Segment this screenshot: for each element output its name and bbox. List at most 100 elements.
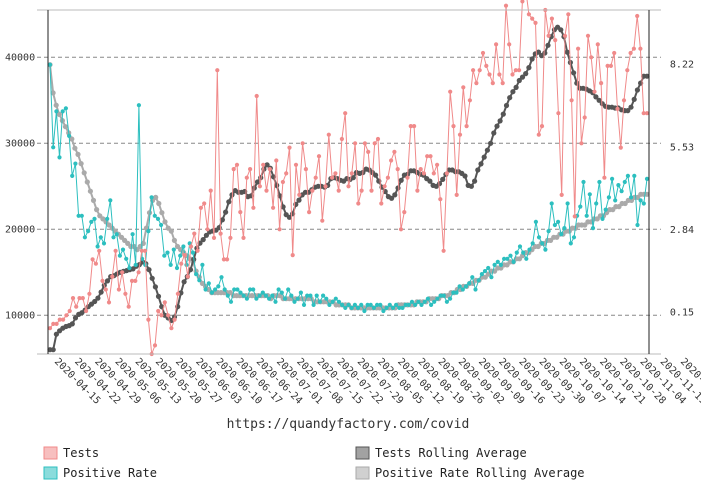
data-point	[87, 291, 92, 296]
data-point	[171, 247, 176, 252]
data-point	[356, 201, 361, 206]
data-point	[526, 65, 532, 71]
data-point	[202, 201, 207, 206]
data-point	[625, 173, 631, 178]
data-point	[208, 188, 213, 193]
data-point	[203, 232, 209, 238]
data-point	[349, 171, 354, 176]
data-point	[585, 33, 591, 38]
data-point	[600, 216, 605, 221]
data-point	[244, 296, 249, 301]
data-point	[638, 198, 643, 203]
data-point	[644, 111, 650, 116]
data-point	[435, 296, 440, 301]
data-point	[516, 77, 522, 84]
data-point	[126, 304, 131, 309]
data-point	[422, 299, 427, 304]
data-point	[429, 302, 434, 307]
data-point	[412, 124, 417, 129]
data-point	[519, 74, 526, 80]
data-point	[507, 95, 513, 101]
data-point	[536, 132, 541, 137]
data-point	[54, 109, 59, 114]
data-point	[606, 195, 612, 200]
data-point	[113, 248, 118, 253]
data-point	[590, 226, 596, 231]
data-point	[307, 210, 312, 215]
data-point	[79, 213, 84, 218]
data-point	[60, 109, 65, 114]
data-point	[635, 222, 640, 228]
data-point	[494, 42, 499, 47]
data-point	[313, 175, 318, 180]
data-point	[460, 287, 465, 292]
data-point	[69, 321, 75, 327]
data-point	[218, 231, 223, 236]
data-point	[168, 262, 173, 267]
data-point	[559, 232, 564, 237]
data-point	[462, 173, 468, 179]
data-point	[149, 275, 155, 281]
data-point	[257, 293, 262, 298]
data-point	[638, 46, 643, 51]
data-point	[244, 175, 249, 180]
data-point	[261, 162, 266, 167]
data-point	[385, 175, 390, 180]
data-point	[428, 154, 433, 159]
data-point	[523, 71, 529, 77]
data-point	[392, 192, 398, 198]
data-point	[72, 145, 78, 151]
data-point	[110, 274, 115, 279]
data-point	[78, 161, 84, 167]
data-point	[473, 287, 478, 292]
data-point	[182, 253, 187, 258]
data-point	[527, 247, 532, 252]
data-point	[582, 115, 587, 120]
data-point	[69, 136, 75, 142]
y-right-tick-label: 8.22	[670, 60, 694, 71]
data-point	[114, 232, 119, 237]
data-point	[333, 171, 338, 176]
data-point	[77, 296, 82, 301]
legend-label: Tests	[63, 446, 99, 460]
data-point	[603, 207, 608, 212]
data-point	[225, 257, 230, 262]
data-point	[228, 299, 234, 304]
data-point	[219, 275, 224, 280]
data-point	[346, 184, 351, 189]
data-point	[530, 241, 535, 246]
data-point	[517, 68, 522, 73]
data-point	[343, 111, 348, 116]
data-point	[254, 93, 259, 99]
data-point	[533, 20, 538, 25]
data-point	[599, 81, 604, 86]
data-point	[405, 175, 410, 180]
data-point	[231, 167, 236, 172]
data-point	[195, 248, 200, 253]
data-point	[644, 73, 650, 79]
data-point	[301, 302, 307, 307]
data-point	[146, 267, 152, 273]
data-point	[47, 62, 53, 67]
data-point	[149, 195, 154, 200]
data-point	[621, 98, 627, 103]
data-point	[418, 167, 423, 172]
data-point	[470, 275, 475, 280]
data-point	[86, 229, 91, 234]
data-point	[463, 284, 469, 289]
data-point	[565, 201, 570, 206]
data-point	[634, 87, 641, 93]
legend-swatch	[355, 446, 370, 460]
data-point	[81, 170, 87, 176]
data-point	[324, 296, 329, 301]
data-point	[382, 184, 387, 189]
data-point	[521, 250, 526, 255]
data-point	[87, 188, 93, 194]
data-point	[569, 98, 574, 103]
data-point	[435, 162, 440, 167]
data-point	[392, 149, 397, 154]
data-point	[629, 195, 634, 200]
data-point	[80, 296, 85, 301]
data-point	[289, 293, 294, 298]
legend-item-tests: Tests	[43, 446, 99, 460]
